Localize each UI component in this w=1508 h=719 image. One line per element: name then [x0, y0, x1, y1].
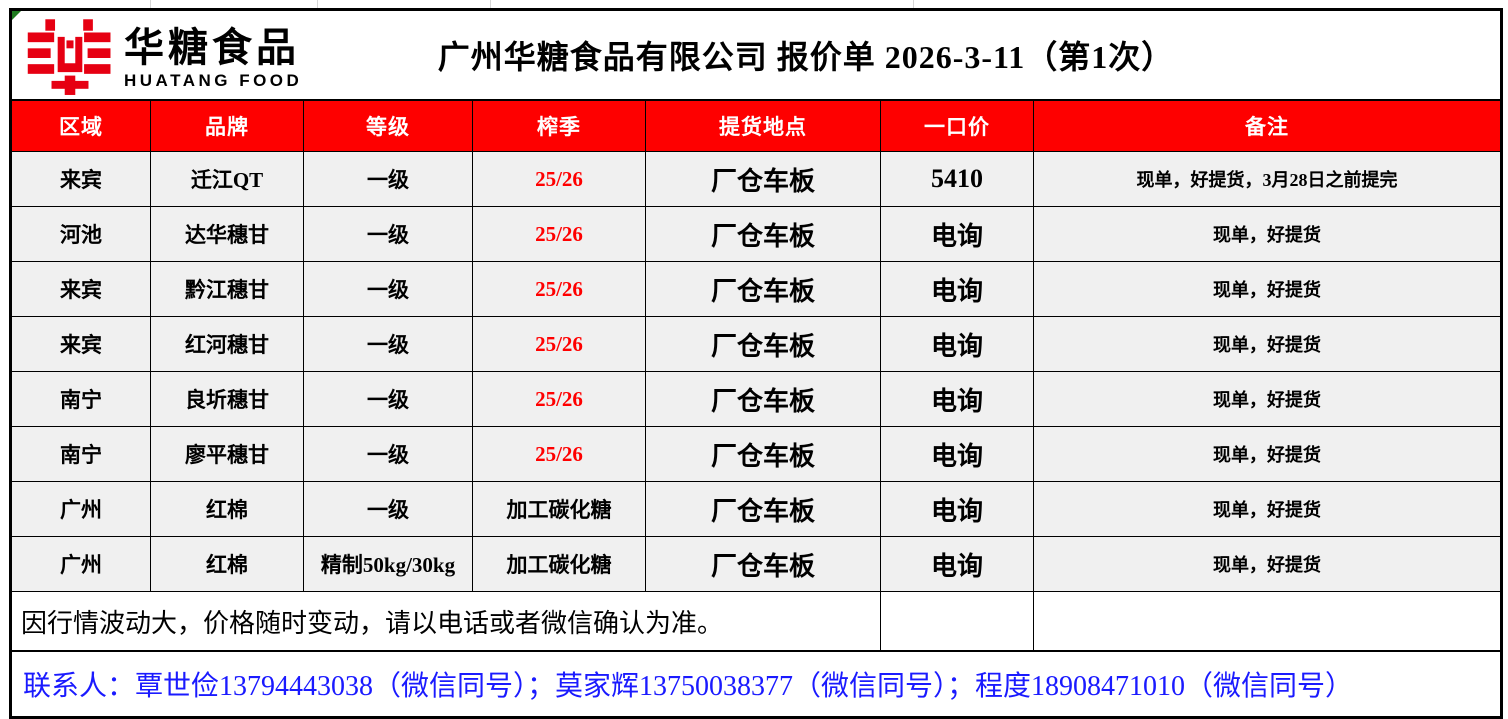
header-remark: 备注 — [1032, 99, 1503, 152]
cell-pickup[interactable]: 厂仓车板 — [645, 206, 881, 262]
disclaimer-row: 因行情波动大，价格随时变动，请以电话或者微信确认为准。 — [10, 591, 1503, 652]
cell-season[interactable]: 25/26 — [472, 371, 646, 427]
cell-season[interactable]: 25/26 — [472, 206, 646, 262]
cell-price[interactable]: 电询 — [880, 481, 1034, 537]
cell-season[interactable]: 25/26 — [472, 151, 646, 207]
header-pickup: 提货地点 — [645, 99, 881, 152]
cell-brand[interactable]: 廖平穗甘 — [150, 426, 304, 482]
cell-price[interactable]: 电询 — [880, 426, 1034, 482]
table-row: 来宾 黔江穗甘 一级 25/26 厂仓车板 电询 现单，好提货 — [10, 261, 1503, 317]
table-row: 广州 红棉 精制50kg/30kg 加工碳化糖 厂仓车板 电询 现单，好提货 — [10, 536, 1503, 592]
cell-price[interactable]: 电询 — [880, 206, 1034, 262]
cell-season[interactable]: 加工碳化糖 — [472, 536, 646, 592]
logo-text-en: HUATANG FOOD — [124, 70, 303, 90]
header-price: 一口价 — [880, 99, 1034, 152]
cell-brand[interactable]: 红河穗甘 — [150, 316, 304, 372]
cell-price[interactable]: 电询 — [880, 261, 1034, 317]
cell-price[interactable]: 电询 — [880, 371, 1034, 427]
table-row: 南宁 廖平穗甘 一级 25/26 厂仓车板 电询 现单，好提货 — [10, 426, 1503, 482]
cell-remark[interactable]: 现单，好提货 — [1032, 261, 1503, 317]
cell-season[interactable]: 25/26 — [472, 261, 646, 317]
empty-cell[interactable] — [880, 591, 1034, 652]
contacts-text[interactable]: 联系人：覃世俭13794443038（微信同号）；莫家辉13750038377（… — [9, 650, 1503, 718]
cell-price[interactable]: 电询 — [880, 316, 1034, 372]
header-brand: 品牌 — [150, 99, 304, 152]
empty-cell[interactable] — [1032, 591, 1503, 652]
cell-grade[interactable]: 一级 — [303, 426, 473, 482]
excel-error-triangle-icon — [12, 11, 21, 20]
cell-season[interactable]: 加工碳化糖 — [472, 481, 646, 537]
cell-price[interactable]: 电询 — [880, 536, 1034, 592]
quotation-table: 广州华糖食品有限公司 报价单 2026-3-11（第1次） — [9, 8, 1504, 719]
cell-region[interactable]: 广州 — [10, 536, 151, 592]
cell-brand[interactable]: 良圻穗甘 — [150, 371, 304, 427]
cell-pickup[interactable]: 厂仓车板 — [645, 426, 881, 482]
cell-season[interactable]: 25/26 — [472, 426, 646, 482]
header-region: 区域 — [10, 99, 151, 152]
cell-grade[interactable]: 一级 — [303, 481, 473, 537]
cell-pickup[interactable]: 厂仓车板 — [645, 536, 881, 592]
cell-pickup[interactable]: 厂仓车板 — [645, 371, 881, 427]
cell-pickup[interactable]: 厂仓车板 — [645, 316, 881, 372]
cell-region[interactable]: 来宾 — [10, 151, 151, 207]
cell-grade[interactable]: 一级 — [303, 261, 473, 317]
cell-pickup[interactable]: 厂仓车板 — [645, 261, 881, 317]
cell-remark[interactable]: 现单，好提货 — [1032, 481, 1503, 537]
cell-grade[interactable]: 一级 — [303, 316, 473, 372]
cell-pickup[interactable]: 厂仓车板 — [645, 481, 881, 537]
cell-remark[interactable]: 现单，好提货 — [1032, 316, 1503, 372]
table-row: 来宾 迁江QT 一级 25/26 厂仓车板 5410 现单，好提货，3月28日之… — [10, 151, 1503, 207]
cell-brand[interactable]: 黔江穗甘 — [150, 261, 304, 317]
cell-price[interactable]: 5410 — [880, 151, 1034, 207]
disclaimer-text[interactable]: 因行情波动大，价格随时变动，请以电话或者微信确认为准。 — [10, 591, 881, 652]
spreadsheet-gridline — [490, 0, 491, 8]
cell-grade[interactable]: 精制50kg/30kg — [303, 536, 473, 592]
logo-text-cn: 华糖食品 — [124, 25, 300, 70]
cell-season[interactable]: 25/26 — [472, 316, 646, 372]
cell-region[interactable]: 河池 — [10, 206, 151, 262]
cell-brand[interactable]: 迁江QT — [150, 151, 304, 207]
cell-region[interactable]: 来宾 — [10, 261, 151, 317]
cell-remark[interactable]: 现单，好提货 — [1032, 536, 1503, 592]
cell-remark[interactable]: 现单，好提货，3月28日之前提完 — [1032, 151, 1503, 207]
cell-region[interactable]: 来宾 — [10, 316, 151, 372]
cell-region[interactable]: 广州 — [10, 481, 151, 537]
huatang-logo-icon — [27, 19, 111, 95]
spreadsheet-gridline — [317, 0, 318, 8]
page-title: 广州华糖食品有限公司 报价单 2026-3-11（第1次） — [437, 39, 1175, 75]
header-season: 榨季 — [472, 99, 646, 152]
cell-remark[interactable]: 现单，好提货 — [1032, 206, 1503, 262]
cell-brand[interactable]: 红棉 — [150, 536, 304, 592]
cell-region[interactable]: 南宁 — [10, 371, 151, 427]
table-row: 来宾 红河穗甘 一级 25/26 厂仓车板 电询 现单，好提货 — [10, 316, 1503, 372]
table-header-row: 区域 品牌 等级 榨季 提货地点 一口价 备注 — [10, 99, 1503, 152]
cell-region[interactable]: 南宁 — [10, 426, 151, 482]
cell-remark[interactable]: 现单，好提货 — [1032, 371, 1503, 427]
cell-remark[interactable]: 现单，好提货 — [1032, 426, 1503, 482]
cell-brand[interactable]: 达华穗甘 — [150, 206, 304, 262]
spreadsheet-gridline — [913, 0, 914, 8]
cell-grade[interactable]: 一级 — [303, 206, 473, 262]
contacts-row: 联系人：覃世俭13794443038（微信同号）；莫家辉13750038377（… — [9, 650, 1503, 718]
cell-grade[interactable]: 一级 — [303, 151, 473, 207]
table-row: 南宁 良圻穗甘 一级 25/26 厂仓车板 电询 现单，好提货 — [10, 371, 1503, 427]
title-row: 广州华糖食品有限公司 报价单 2026-3-11（第1次） — [9, 9, 1503, 101]
company-logo: 华糖食品 HUATANG FOOD — [26, 19, 302, 97]
table-row: 广州 红棉 一级 加工碳化糖 厂仓车板 电询 现单，好提货 — [10, 481, 1503, 537]
table-row: 河池 达华穗甘 一级 25/26 厂仓车板 电询 现单，好提货 — [10, 206, 1503, 262]
spreadsheet-gridline — [150, 0, 151, 8]
cell-grade[interactable]: 一级 — [303, 371, 473, 427]
header-grade: 等级 — [303, 99, 473, 152]
cell-pickup[interactable]: 厂仓车板 — [645, 151, 881, 207]
cell-brand[interactable]: 红棉 — [150, 481, 304, 537]
